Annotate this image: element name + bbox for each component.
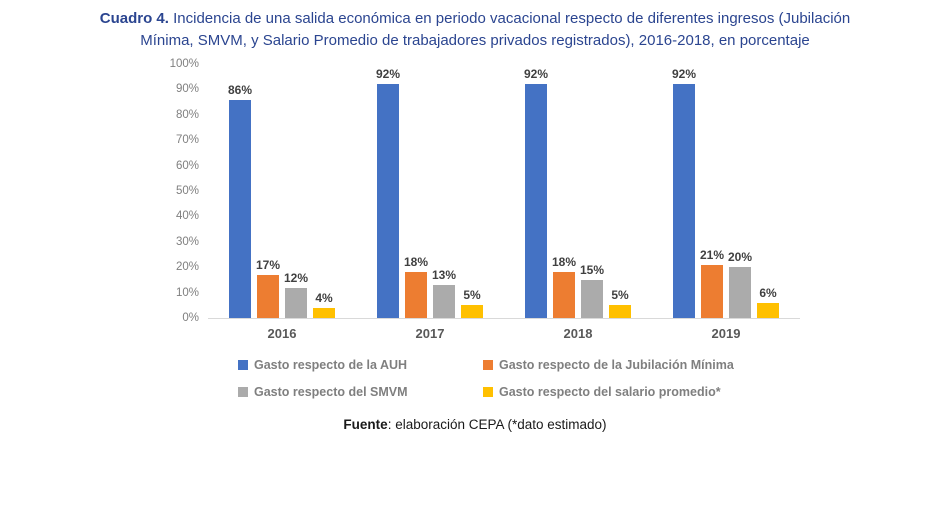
bar-wrap: 92% [671, 64, 697, 318]
bar [673, 84, 695, 318]
bar [609, 305, 631, 318]
legend-label: Gasto respecto del SMVM [254, 385, 408, 399]
bar-value-label: 18% [551, 255, 577, 270]
y-tick-label: 40% [175, 210, 199, 223]
bar-wrap: 92% [523, 64, 549, 318]
bar [553, 272, 575, 318]
bar-value-label: 5% [463, 288, 481, 303]
bar [257, 274, 279, 318]
x-axis-labels: 2016 2017 2018 2019 [208, 326, 800, 341]
bar [461, 305, 483, 318]
bar-wrap: 5% [461, 64, 483, 318]
bar-chart: 0% 10% 20% 30% 40% 50% 60% 70% 80% 90% 100% 86% 17%… [156, 58, 950, 341]
y-tick-label: 50% [175, 185, 199, 197]
y-tick-label: 60% [175, 159, 199, 172]
y-tick-label: 70% [175, 134, 199, 147]
bar-value-label: 17% [255, 257, 281, 272]
source-note: Fuente: elaboración CEPA (*dato estimado… [0, 417, 950, 432]
legend-item: Gasto respecto del salario promedio* [483, 385, 950, 399]
legend: Gasto respecto de la AUH Gasto respecto d… [238, 358, 950, 399]
y-tick-label: 80% [175, 108, 199, 121]
bar-wrap: 6% [757, 64, 779, 318]
bar-wrap: 92% [375, 64, 401, 318]
bar-value-label: 92% [375, 67, 401, 82]
x-axis-label: 2017 [415, 326, 445, 341]
bar-wrap: 18% [403, 64, 429, 318]
y-tick-label: 30% [175, 235, 199, 248]
plot-area: 86% 17% 12% 4% 92% 18% 13% 5% 92% 18% 15% 5% 92% 21% 2… [208, 64, 800, 319]
bar [405, 272, 427, 318]
legend-item: Gasto respecto de la AUH [238, 358, 483, 372]
y-tick-label: 10% [175, 286, 199, 299]
legend-label: Gasto respecto de la AUH [254, 358, 408, 372]
bar-wrap: 17% [255, 64, 281, 318]
bar-value-label: 92% [523, 67, 549, 82]
chart-card: Cuadro 4. Incidencia de una salida econó… [0, 8, 950, 512]
bar-group: 92% 21% 20% 6% [652, 64, 800, 318]
y-tick-label: 20% [175, 261, 199, 274]
source-note-text: : elaboración CEPA (*dato estimado) [387, 417, 607, 432]
bar-value-label: 6% [759, 285, 777, 300]
bar [525, 84, 547, 318]
chart-title-prefix: Cuadro 4. [99, 10, 169, 27]
legend-label: Gasto respecto de la Jubilación Mínima [499, 358, 734, 372]
chart-title-text: Incidencia de una salida económica en pe… [140, 10, 851, 49]
chart-title: Cuadro 4. Incidencia de una salida econó… [98, 8, 853, 52]
x-axis-label: 2018 [563, 326, 593, 341]
bar-value-label: 92% [671, 67, 697, 82]
bar [581, 279, 603, 318]
bar-value-label: 86% [227, 82, 253, 97]
bar-group: 86% 17% 12% 4% [208, 64, 356, 318]
bar [377, 84, 399, 318]
bar-wrap: 15% [579, 64, 605, 318]
plot-column: 86% 17% 12% 4% 92% 18% 13% 5% 92% 18% 15% 5% 92% 21% 2… [208, 64, 800, 341]
y-tick-label: 90% [175, 83, 199, 96]
bar-value-label: 12% [283, 270, 309, 285]
legend-item: Gasto respecto del SMVM [238, 385, 483, 399]
bar-value-label: 5% [611, 288, 629, 303]
legend-swatch [238, 387, 248, 397]
legend-label: Gasto respecto del salario promedio* [499, 385, 721, 399]
bar-wrap: 12% [283, 64, 309, 318]
bar [757, 302, 779, 318]
bar-wrap: 4% [313, 64, 335, 318]
bar [433, 284, 455, 318]
bar [229, 99, 251, 318]
y-tick-label: 0% [182, 312, 199, 324]
bar-wrap: 21% [699, 64, 725, 318]
bar [729, 267, 751, 318]
bar-value-label: 13% [431, 267, 457, 282]
bar-value-label: 18% [403, 255, 429, 270]
bar-group: 92% 18% 13% 5% [356, 64, 504, 318]
bar-wrap: 5% [609, 64, 631, 318]
bar [285, 287, 307, 318]
bar [313, 307, 335, 318]
bar-value-label: 21% [699, 247, 725, 262]
x-axis-label: 2016 [267, 326, 297, 341]
legend-swatch [483, 387, 493, 397]
bar-value-label: 20% [727, 250, 753, 265]
legend-swatch [238, 360, 248, 370]
bar-wrap: 18% [551, 64, 577, 318]
bar-wrap: 13% [431, 64, 457, 318]
bar-wrap: 86% [227, 64, 253, 318]
bar-group: 92% 18% 15% 5% [504, 64, 652, 318]
y-tick-label: 100% [169, 58, 199, 70]
bar [701, 264, 723, 318]
bar-value-label: 15% [579, 262, 605, 277]
legend-swatch [483, 360, 493, 370]
source-note-prefix: Fuente [343, 417, 388, 432]
y-axis: 0% 10% 20% 30% 40% 50% 60% 70% 80% 90% 100% [156, 58, 208, 324]
legend-item: Gasto respecto de la Jubilación Mínima [483, 358, 950, 372]
bar-wrap: 20% [727, 64, 753, 318]
bar-value-label: 4% [315, 290, 333, 305]
x-axis-label: 2019 [711, 326, 741, 341]
